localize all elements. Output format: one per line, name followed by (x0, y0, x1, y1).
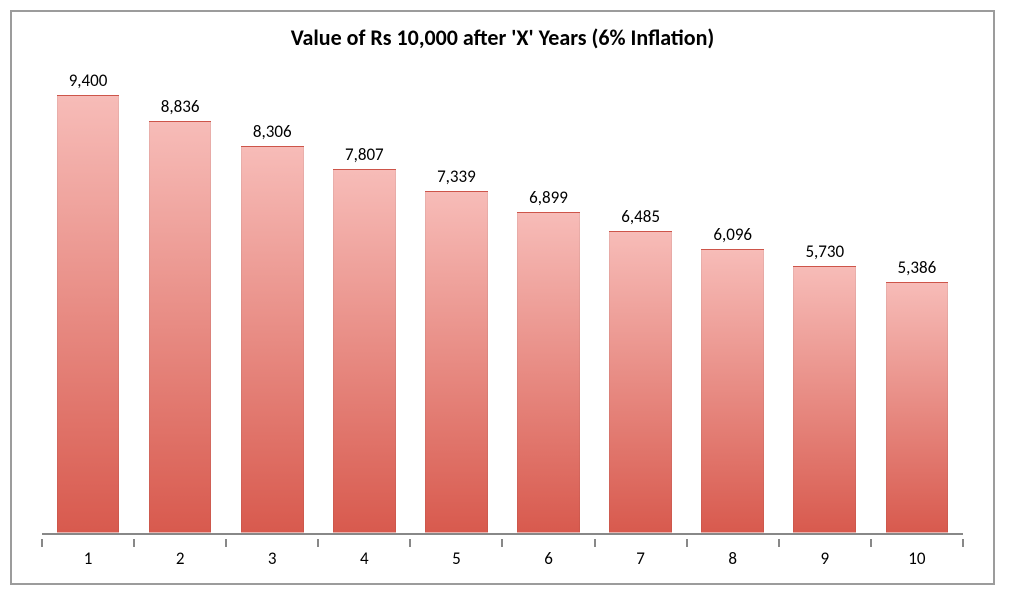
x-tick-mark (594, 539, 596, 547)
bar (425, 191, 488, 533)
x-tick-mark (870, 539, 872, 547)
bar-slot: 6,096 (687, 67, 779, 533)
bar (241, 146, 304, 533)
bar-slot: 5,386 (871, 67, 963, 533)
bar-slot: 8,306 (226, 67, 318, 533)
x-tick-group: 6 (502, 539, 594, 573)
bar-slot: 9,400 (42, 67, 134, 533)
x-tick-group: 9 (779, 539, 871, 573)
x-tick-label: 6 (544, 548, 553, 573)
x-tick-mark (317, 539, 319, 547)
bar (886, 282, 949, 533)
bar-slot: 6,485 (595, 67, 687, 533)
x-tick-group: 2 (134, 539, 226, 573)
x-tick-label: 4 (360, 548, 369, 573)
x-tick-mark (962, 539, 964, 547)
x-tick-label: 7 (636, 548, 645, 573)
bar (517, 212, 580, 533)
x-tick-label: 3 (268, 548, 277, 573)
bar-value-label: 8,836 (134, 96, 226, 117)
bar-value-label: 9,400 (42, 70, 134, 91)
bar (701, 249, 764, 533)
x-tick-label: 9 (820, 548, 829, 573)
plot-area: 9,4008,8368,3067,8077,3396,8996,4856,096… (42, 67, 963, 535)
x-tick-mark (41, 539, 43, 547)
bars-row: 9,4008,8368,3067,8077,3396,8996,4856,096… (42, 67, 963, 533)
x-tick-group: 4 (318, 539, 410, 573)
x-tick-group: 5 (410, 539, 502, 573)
x-tick-group: 8 (687, 539, 779, 573)
x-tick-label: 8 (728, 548, 737, 573)
chart-title: Value of Rs 10,000 after 'X' Years (6% I… (12, 24, 993, 51)
bar-value-label: 6,485 (595, 206, 687, 227)
chart-frame: Value of Rs 10,000 after 'X' Years (6% I… (10, 10, 995, 585)
x-tick-mark (686, 539, 688, 547)
bar-value-label: 8,306 (226, 121, 318, 142)
bar-slot: 7,807 (318, 67, 410, 533)
x-tick-group: 1 (42, 539, 134, 573)
bar-slot: 6,899 (502, 67, 594, 533)
bar-value-label: 7,807 (318, 144, 410, 165)
x-tick-group: 3 (226, 539, 318, 573)
x-tick-mark (133, 539, 135, 547)
x-tick-group: 10 (871, 539, 963, 573)
x-tick-label: 5 (452, 548, 461, 573)
x-axis: 1 2 3 4 5 6 7 8 9 10 (42, 539, 963, 573)
x-tick-mark (501, 539, 503, 547)
x-tick-label: 2 (176, 548, 185, 573)
bar (793, 266, 856, 533)
bar-value-label: 6,096 (687, 224, 779, 245)
bar-value-label: 7,339 (410, 166, 502, 187)
bar-value-label: 6,899 (502, 187, 594, 208)
bar-slot: 7,339 (410, 67, 502, 533)
bar-value-label: 5,730 (779, 241, 871, 262)
x-tick-mark (778, 539, 780, 547)
x-tick-mark (409, 539, 411, 547)
x-tick-mark (225, 539, 227, 547)
bar-slot: 8,836 (134, 67, 226, 533)
x-tick-group: 7 (595, 539, 687, 573)
bar (333, 169, 396, 533)
bar (609, 231, 672, 533)
bar (57, 95, 120, 533)
bar-value-label: 5,386 (871, 257, 963, 278)
bar-slot: 5,730 (779, 67, 871, 533)
x-tick-label: 1 (84, 548, 93, 573)
x-tick-label: 10 (908, 548, 925, 573)
bar (149, 121, 212, 533)
